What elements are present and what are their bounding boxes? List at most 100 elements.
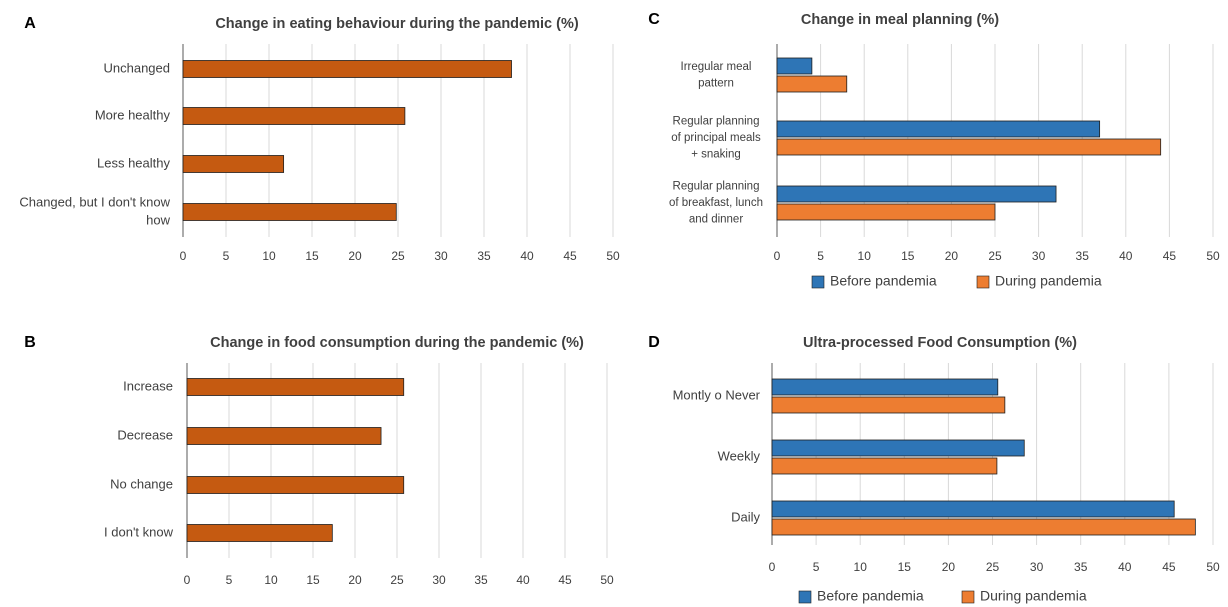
category-label: Regular planning (673, 116, 760, 128)
bar (771, 396, 1006, 414)
x-tick-label: 45 (1163, 249, 1177, 263)
category-label: Daily (731, 509, 760, 524)
bar (776, 185, 1057, 203)
x-tick-label: 10 (262, 249, 276, 263)
panel-b: B Change in food consumption during the p… (24, 334, 614, 587)
x-tick-label: 30 (1030, 560, 1044, 574)
x-tick-label: 25 (986, 560, 1000, 574)
bar (186, 427, 382, 445)
x-tick-label: 50 (1206, 249, 1220, 263)
x-tick-label: 40 (520, 249, 534, 263)
bar (776, 120, 1101, 138)
x-tick-label: 45 (558, 573, 572, 587)
bar (182, 203, 397, 221)
chart-title: Change in eating behaviour during the pa… (215, 16, 579, 32)
panel-letter: B (24, 334, 36, 351)
category-label: Regular planning (673, 181, 760, 193)
x-tick-label: 0 (180, 249, 187, 263)
x-tick-label: 15 (898, 560, 912, 574)
panel-letter: D (648, 334, 660, 351)
bar (771, 457, 998, 475)
x-tick-label: 35 (474, 573, 488, 587)
x-tick-label: 5 (226, 573, 233, 587)
bar (186, 476, 405, 494)
x-tick-label: 0 (184, 573, 191, 587)
category-label: Decrease (117, 427, 173, 442)
legend-label: During pandemia (980, 588, 1087, 604)
x-tick-label: 50 (606, 249, 620, 263)
legend-label: Before pandemia (817, 588, 924, 604)
x-tick-label: 45 (1162, 560, 1176, 574)
category-label: of principal meals (671, 132, 761, 144)
x-tick-label: 35 (477, 249, 491, 263)
legend-label: Before pandemia (830, 273, 937, 289)
bar (186, 378, 405, 396)
chart-title: Change in food consumption during the pa… (210, 335, 584, 351)
category-label: Changed, but I don't know (19, 194, 170, 209)
x-tick-label: 20 (348, 249, 362, 263)
category-label: + snaking (691, 149, 741, 161)
x-tick-label: 25 (390, 573, 404, 587)
bar (182, 107, 406, 125)
category-label: how (146, 212, 170, 227)
bar (771, 500, 1175, 518)
x-tick-label: 20 (942, 560, 956, 574)
bar (776, 75, 848, 93)
x-tick-label: 30 (434, 249, 448, 263)
x-tick-label: 35 (1076, 249, 1090, 263)
bar (186, 524, 333, 542)
bar (771, 378, 999, 396)
legend-swatch (811, 275, 825, 289)
x-tick-label: 35 (1074, 560, 1088, 574)
x-tick-label: 5 (813, 560, 820, 574)
category-label: Increase (123, 378, 173, 393)
x-tick-label: 15 (305, 249, 319, 263)
category-label: I don't know (104, 524, 174, 539)
category-label: Less healthy (97, 155, 170, 170)
x-tick-label: 40 (1118, 560, 1132, 574)
legend-swatch (961, 590, 975, 604)
x-tick-label: 50 (600, 573, 614, 587)
bar (771, 518, 1196, 536)
legend-swatch (976, 275, 990, 289)
x-tick-label: 10 (858, 249, 872, 263)
bar (776, 138, 1162, 156)
bar (776, 57, 813, 75)
chart-title: Change in meal planning (%) (801, 12, 999, 28)
x-tick-label: 10 (264, 573, 278, 587)
x-tick-label: 20 (945, 249, 959, 263)
x-tick-label: 25 (391, 249, 405, 263)
bar (182, 60, 512, 78)
panel-c: C Change in meal planning (%) 0 5 10 15 20 25 30… (648, 11, 1220, 288)
x-tick-label: 15 (306, 573, 320, 587)
x-tick-label: 10 (854, 560, 868, 574)
category-label: No change (110, 476, 173, 491)
x-tick-label: 0 (769, 560, 776, 574)
x-tick-label: 20 (348, 573, 362, 587)
x-tick-label: 30 (1032, 249, 1046, 263)
category-label: Montly o Never (673, 387, 761, 402)
chart-title: Ultra-processed Food Consumption (%) (803, 335, 1077, 351)
category-label: of breakfast, lunch (669, 197, 763, 209)
x-tick-label: 15 (901, 249, 915, 263)
bar (182, 155, 285, 173)
legend-swatch (798, 590, 812, 604)
category-label: Unchanged (104, 60, 171, 75)
panel-d: D Ultra-processed Food Consumption (%) 0 5 1… (648, 334, 1220, 603)
bar (771, 439, 1025, 457)
panel-a: A Change in eating behaviour during the p… (19, 15, 620, 263)
category-label: Irregular meal (681, 61, 752, 73)
x-tick-label: 25 (988, 249, 1002, 263)
x-tick-label: 45 (563, 249, 577, 263)
bar (776, 203, 996, 221)
x-tick-label: 50 (1206, 560, 1220, 574)
x-tick-label: 30 (432, 573, 446, 587)
category-label: Weekly (718, 448, 761, 463)
legend-label: During pandemia (995, 273, 1102, 289)
x-tick-label: 5 (817, 249, 824, 263)
panel-letter: A (24, 15, 36, 32)
x-tick-label: 40 (516, 573, 530, 587)
panel-letter: C (648, 11, 660, 28)
x-tick-label: 0 (774, 249, 781, 263)
